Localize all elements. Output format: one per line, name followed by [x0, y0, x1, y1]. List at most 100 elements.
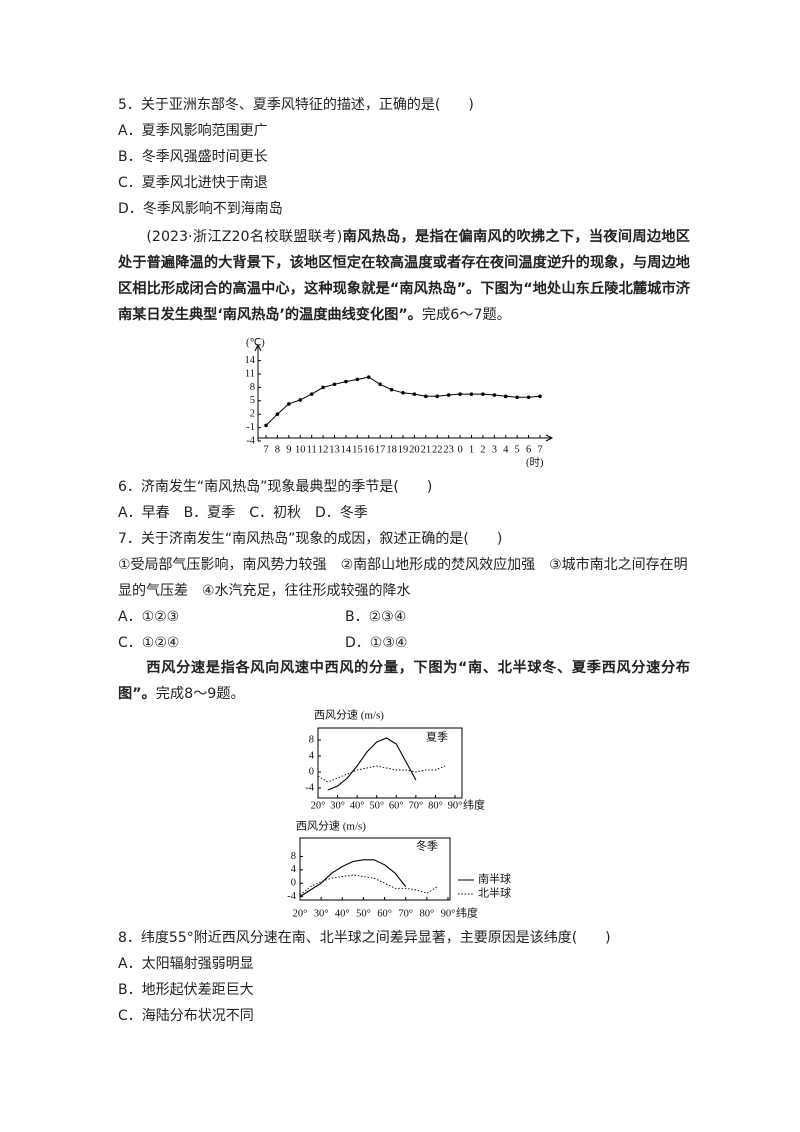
x-axis-label: 纬度: [463, 798, 485, 812]
option: C．海陆分布状况不同: [118, 1008, 254, 1024]
y-tick-label: 4: [309, 750, 315, 761]
y-tick-label: -4: [287, 891, 296, 902]
option: B．②③④: [345, 609, 407, 625]
frame: [317, 727, 463, 799]
y-tick-label: 14: [245, 355, 256, 366]
x-tick-label: 70°: [398, 908, 413, 919]
y-tick-label: 8: [250, 382, 255, 393]
option: B．地形起伏差距巨大: [118, 982, 254, 998]
data-line: [265, 376, 541, 426]
y-tick-label: -4: [305, 782, 314, 793]
option: A．夏季风影响范围更广: [118, 123, 268, 139]
x-tick-label: 40°: [335, 908, 350, 919]
x-tick-label: 40°: [350, 800, 365, 811]
data-line: [317, 765, 446, 783]
season-label: 冬季: [416, 839, 438, 853]
option: A．太阳辐射强弱明显: [118, 956, 254, 972]
data-point: [309, 392, 314, 396]
passage: 西风分速是指各风向风速中西风的分量，下图为“南、北半球冬、夏季西风分速分布图”。…: [118, 655, 690, 707]
x-tick-label: 20°: [293, 908, 308, 919]
x-tick-label: 6: [526, 444, 531, 455]
statement: ③城市南北之间存在明显的气压差: [118, 557, 688, 599]
x-tick-label: 22: [432, 444, 443, 455]
option: D．①③④: [345, 635, 408, 651]
axis-arrow: [545, 434, 554, 442]
y-tick-label: 8: [291, 851, 296, 862]
statements: ①受局部气压影响，南风势力较强 ②南部山地形成的焚风效应加强 ③城市南北之间存在明显…: [118, 552, 693, 604]
data-point: [378, 382, 382, 387]
x-tick-label: 1: [469, 444, 474, 455]
data-point: [538, 394, 542, 399]
legend-label: 北半球: [478, 886, 511, 900]
x-tick-label: 60°: [389, 800, 404, 811]
data-point: [492, 393, 497, 397]
option: B．夏季: [183, 505, 236, 521]
x-tick-label: 10: [295, 444, 306, 455]
x-tick-label: 3: [492, 444, 497, 455]
legend-label: 南半球: [478, 872, 511, 886]
data-point: [458, 392, 462, 396]
statement: ②南部山地形成的焚风效应加强: [340, 557, 536, 573]
data-point: [424, 394, 428, 399]
question: 7．关于济南发生“南风热岛”现象的成因，叙述正确的是( ): [118, 531, 503, 547]
data-line: [299, 874, 438, 896]
x-tick-label: 30°: [330, 800, 345, 811]
data-point: [264, 423, 268, 428]
data-line: [327, 737, 417, 791]
x-tick-label: 90°: [448, 800, 463, 811]
question: 6．济南发生“南风热岛”现象最典型的季节是( ): [118, 479, 433, 495]
data-point: [446, 393, 451, 397]
x-tick-label: 19: [398, 444, 409, 455]
x-tick-label: 50°: [356, 908, 371, 919]
data-point: [355, 377, 360, 382]
x-tick-label: 80°: [420, 908, 435, 919]
option: B．冬季风强盛时间更长: [118, 149, 268, 165]
option: D．冬季风影响不到海南岛: [118, 201, 283, 217]
y-tick-label: 0: [291, 878, 296, 889]
axis-arrow: [254, 343, 262, 352]
instruction: 完成6～7题。: [421, 307, 511, 323]
passage: (2023·浙江Z20名校联盟联考)南风热岛，是指在偏南风的吹拂之下，当夜间周边…: [118, 224, 690, 328]
data-point: [401, 390, 405, 395]
x-tick-label: 16: [364, 444, 375, 455]
x-tick-label: 7: [263, 444, 268, 455]
x-tick-label: 15: [352, 444, 363, 455]
x-tick-label: 18: [386, 444, 397, 455]
source: (2023·浙江Z20名校联盟联考): [146, 229, 343, 245]
y-axis-label: (℃): [246, 337, 265, 348]
x-tick-label: 21: [421, 444, 432, 455]
x-tick-label: 11: [307, 444, 317, 455]
question: 5．关于亚洲东部冬、夏季风特征的描述，正确的是( ): [118, 97, 474, 113]
data-point: [526, 395, 531, 400]
option: A．①②③: [118, 609, 180, 625]
x-axis-label: 纬度: [456, 906, 478, 920]
x-tick-label: 0: [457, 444, 462, 455]
frame: [299, 837, 451, 901]
option: A．早春: [118, 505, 170, 521]
y-tick-label: 2: [250, 409, 255, 420]
data-point: [481, 392, 485, 396]
x-tick-label: 23: [443, 444, 454, 455]
question: 8．纬度55°附近西风分速在南、北半球之间差异显著，主要原因是该纬度( ): [118, 930, 611, 946]
x-tick-label: 70°: [409, 800, 424, 811]
statement: ④水汽充足，往往形成较强的降水: [202, 583, 411, 599]
data-point: [287, 402, 291, 406]
x-tick-label: 30°: [314, 908, 329, 919]
data-point: [332, 382, 337, 387]
x-tick-label: 4: [503, 444, 509, 455]
passage-text: 南风热岛，是指在偏南风的吹拂之下，当夜间周边地区处于普遍降温的大背景下，该地区恒…: [118, 229, 690, 323]
x-tick-label: 5: [515, 444, 520, 455]
data-point: [469, 392, 474, 396]
x-tick-label: 9: [286, 444, 291, 455]
statement: ①受局部气压影响，南风势力较强: [118, 557, 327, 573]
x-tick-label: 60°: [377, 908, 392, 919]
y-tick-label: 11: [245, 368, 255, 379]
data-line: [299, 859, 407, 898]
option: D．冬季: [314, 505, 368, 521]
data-point: [366, 375, 371, 379]
data-point: [298, 398, 303, 402]
x-tick-label: 7: [537, 444, 542, 455]
data-point: [515, 395, 519, 400]
x-tick-label: 20: [409, 444, 420, 455]
